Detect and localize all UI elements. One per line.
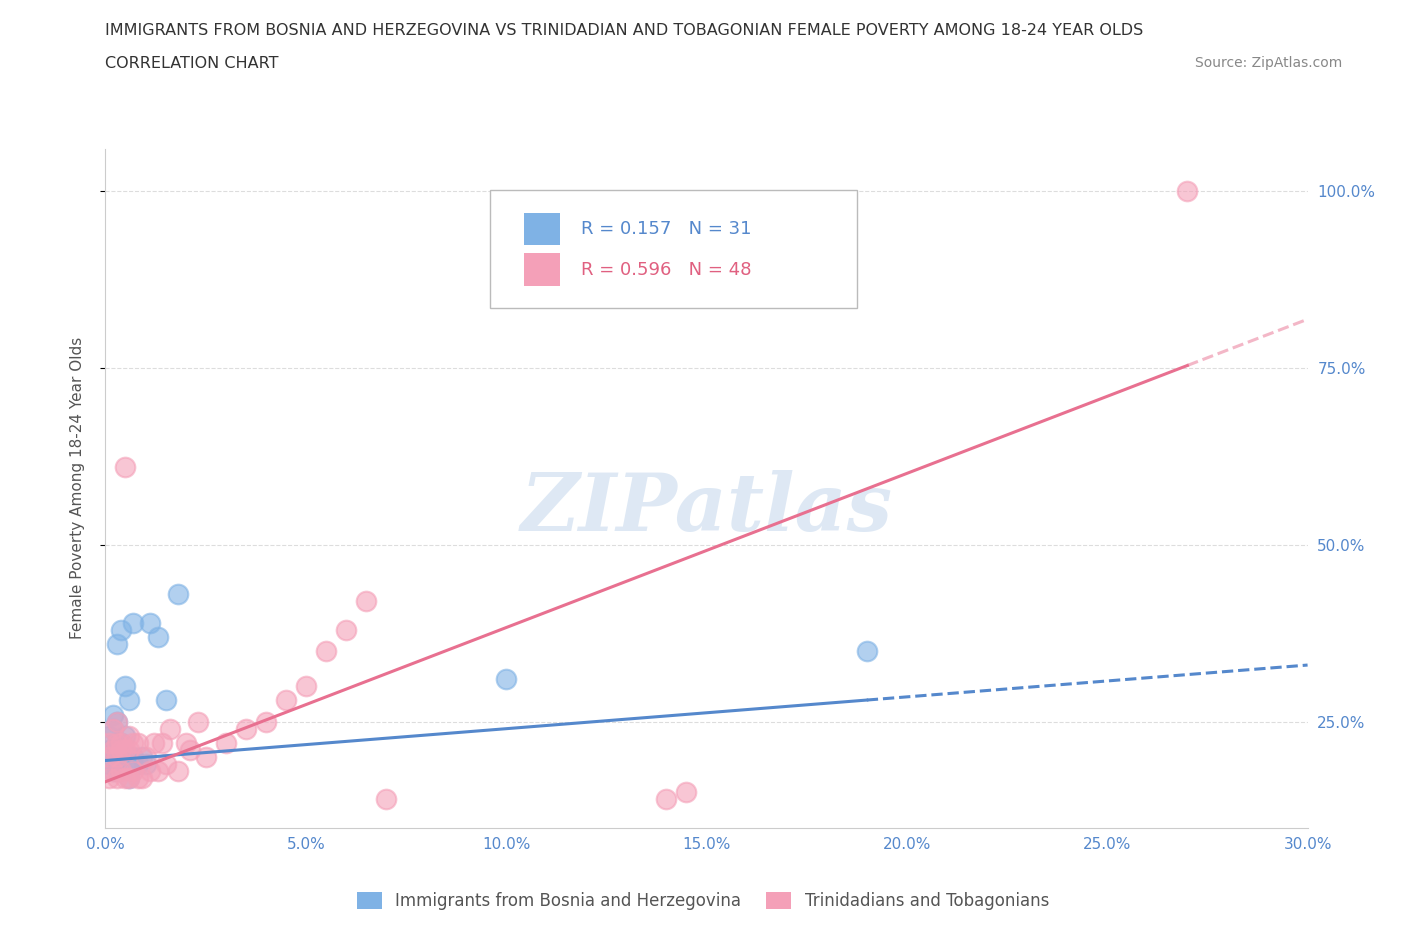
Point (315, 644, 337, 658)
Point (675, 785, 697, 800)
Point (155, 757, 177, 772)
Point (295, 679, 318, 694)
Text: Source: ZipAtlas.com: Source: ZipAtlas.com (1195, 56, 1343, 70)
Point (1177, 184, 1199, 199)
Point (254, 714, 277, 729)
Point (107, 742, 129, 757)
Point (114, 742, 136, 757)
Point (155, 693, 177, 708)
Point (107, 764, 129, 778)
Point (118, 728, 141, 743)
Point (98, 736, 121, 751)
Point (118, 771, 141, 786)
Point (174, 736, 197, 751)
Point (122, 750, 145, 764)
Text: ZIPatlas: ZIPatlas (520, 470, 893, 548)
Point (655, 792, 678, 807)
Point (146, 630, 169, 644)
Point (354, 594, 377, 609)
Point (274, 693, 297, 708)
Point (118, 771, 141, 786)
Point (166, 764, 188, 778)
Point (98, 742, 121, 757)
Point (138, 615, 160, 630)
Point (98, 757, 121, 772)
Point (122, 736, 145, 751)
Point (107, 771, 129, 786)
Point (135, 750, 157, 764)
Y-axis label: Female Poverty Among 18-24 Year Olds: Female Poverty Among 18-24 Year Olds (70, 338, 84, 640)
Text: IMMIGRANTS FROM BOSNIA AND HERZEGOVINA VS TRINIDADIAN AND TOBAGONIAN FEMALE POVE: IMMIGRANTS FROM BOSNIA AND HERZEGOVINA V… (105, 23, 1143, 38)
Point (127, 771, 149, 786)
Point (107, 714, 129, 729)
Point (159, 722, 181, 737)
Point (103, 742, 125, 757)
Point (166, 587, 188, 602)
Point (150, 736, 173, 751)
Point (118, 742, 141, 757)
Text: R = 0.157   N = 31: R = 0.157 N = 31 (582, 219, 752, 238)
Point (495, 671, 517, 686)
Point (107, 736, 129, 751)
Point (103, 722, 125, 737)
Point (98, 750, 121, 764)
Point (103, 764, 125, 778)
Point (114, 459, 136, 474)
Point (118, 693, 141, 708)
Point (107, 636, 129, 651)
Point (110, 764, 132, 778)
Point (122, 764, 145, 778)
Point (142, 736, 165, 751)
Point (135, 757, 157, 772)
Point (103, 722, 125, 737)
Point (98, 728, 121, 743)
Point (187, 714, 209, 729)
Point (131, 750, 153, 764)
Point (103, 742, 125, 757)
Point (107, 750, 129, 764)
Point (127, 757, 149, 772)
Point (114, 771, 136, 786)
Point (114, 757, 136, 772)
Point (107, 714, 129, 729)
Point (107, 736, 129, 751)
Point (146, 764, 169, 778)
Point (114, 728, 136, 743)
Text: R = 0.596   N = 48: R = 0.596 N = 48 (582, 260, 752, 279)
Point (110, 742, 132, 757)
Legend: Immigrants from Bosnia and Herzegovina, Trinidadians and Tobagonians: Immigrants from Bosnia and Herzegovina, … (350, 885, 1056, 917)
Point (138, 764, 160, 778)
Point (855, 644, 877, 658)
Point (110, 736, 132, 751)
FancyBboxPatch shape (524, 253, 560, 286)
Point (127, 736, 149, 751)
Point (179, 742, 201, 757)
Point (335, 622, 357, 637)
Text: CORRELATION CHART: CORRELATION CHART (105, 56, 278, 71)
Point (122, 615, 145, 630)
Point (110, 750, 132, 764)
Point (235, 722, 257, 737)
FancyBboxPatch shape (491, 190, 856, 309)
Point (110, 622, 132, 637)
Point (214, 736, 236, 751)
Point (98, 771, 121, 786)
Point (103, 707, 125, 722)
Point (114, 679, 136, 694)
Point (194, 750, 217, 764)
Point (131, 771, 153, 786)
Point (103, 764, 125, 778)
FancyBboxPatch shape (524, 213, 560, 246)
Point (110, 736, 132, 751)
Point (374, 792, 398, 807)
